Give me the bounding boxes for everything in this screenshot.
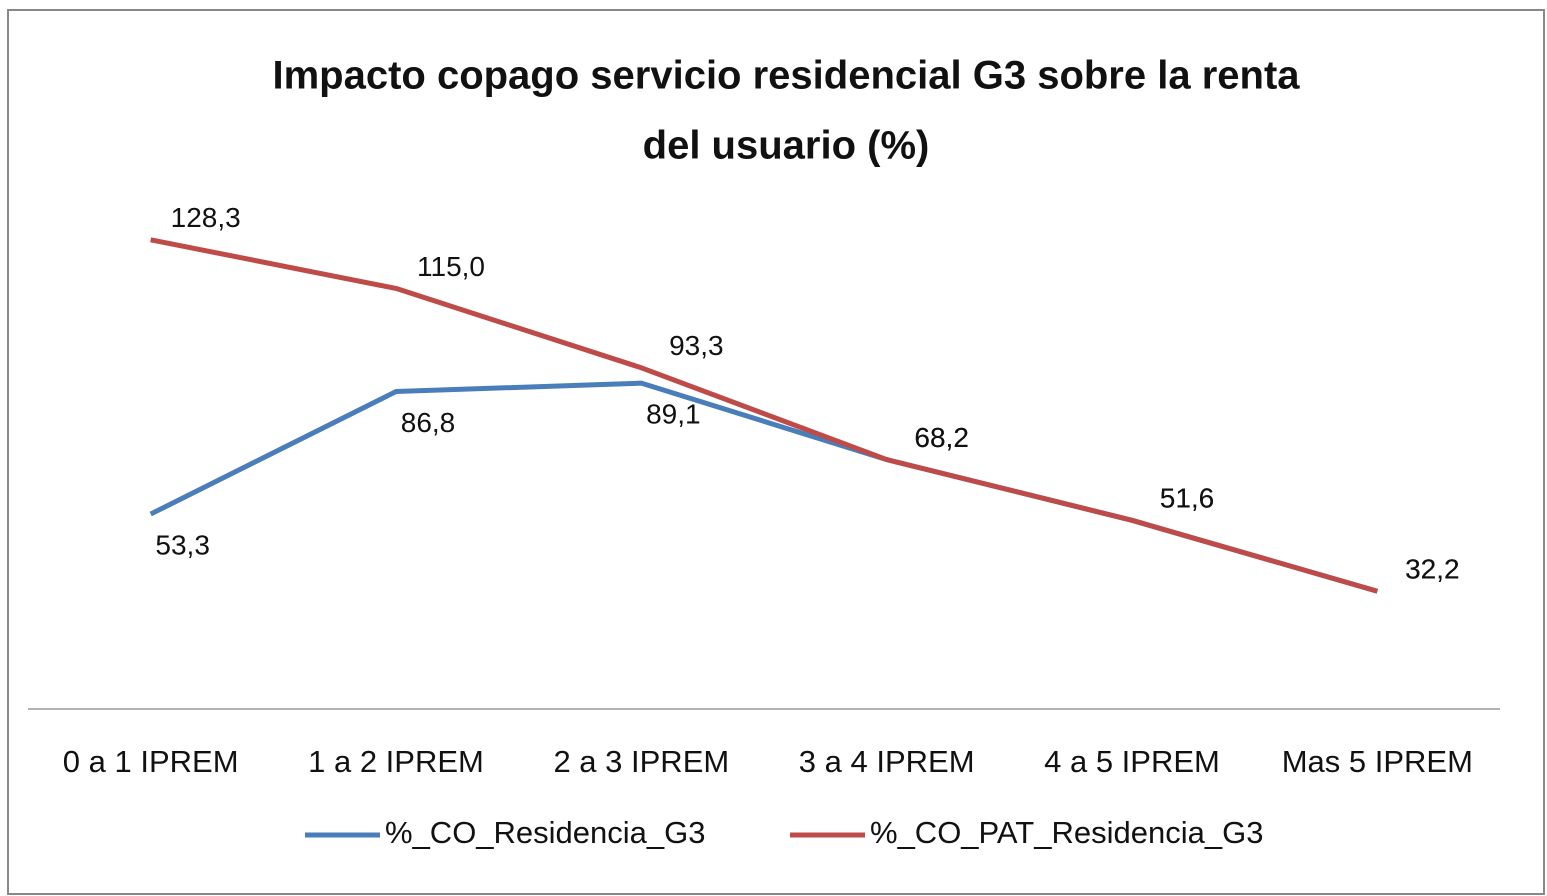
data-label: 32,2 — [1405, 554, 1460, 585]
chart-border — [7, 9, 1545, 895]
data-label: 128,3 — [171, 202, 241, 233]
data-label: 32,2 — [1405, 554, 1460, 585]
x-tick-label: 1 a 2 IPREM — [308, 744, 484, 779]
x-tick-label: 3 a 4 IPREM — [799, 744, 975, 779]
data-label: 93,3 — [669, 330, 724, 361]
data-label: 51,6 — [1160, 483, 1215, 514]
x-tick-label: 2 a 3 IPREM — [553, 744, 729, 779]
chart-title: Impacto copago servicio residencial G3 s… — [272, 54, 1300, 98]
x-tick-label: 4 a 5 IPREM — [1044, 744, 1220, 779]
data-label: 53,3 — [155, 529, 210, 560]
legend-label: %_CO_Residencia_G3 — [385, 815, 706, 850]
data-label: 68,2 — [914, 422, 969, 453]
data-label: 89,1 — [646, 399, 701, 430]
data-label: 86,8 — [401, 407, 456, 438]
data-label: 115,0 — [417, 251, 485, 282]
data-label: 51,6 — [1160, 483, 1215, 514]
x-tick-label: 0 a 1 IPREM — [63, 744, 239, 779]
x-tick-label: Mas 5 IPREM — [1282, 744, 1473, 779]
data-label: 68,2 — [914, 422, 969, 453]
series-line — [150, 237, 1379, 594]
legend-label: %_CO_PAT_Residencia_G3 — [870, 815, 1263, 850]
chart-title: del usuario (%) — [643, 124, 930, 168]
